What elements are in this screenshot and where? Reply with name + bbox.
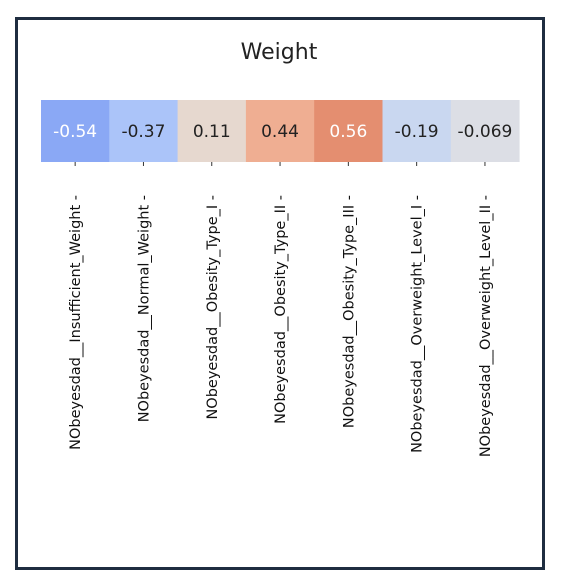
heatmap-cell [382, 100, 452, 162]
x-tick-label: NObeyesdad__Obesity_Type_II - [273, 195, 289, 424]
x-tick-label: NObeyesdad__Overweight_Level_I - [410, 195, 426, 453]
heatmap-cell [314, 100, 383, 162]
x-tick-label: NObeyesdad__Normal_Weight - [136, 195, 152, 422]
x-tick-label: NObeyesdad__Overweight_Level_II - [478, 195, 494, 457]
cell-value-label: -0.54 [53, 122, 97, 142]
x-tick-label: NObeyesdad__Insufficient_Weight - [68, 195, 84, 450]
chart-title: Weight [240, 40, 318, 65]
cell-value-label: -0.37 [121, 122, 165, 142]
heatmap-cell [450, 100, 520, 162]
cell-value-label: -0.19 [395, 122, 439, 142]
cell-value-label: 0.44 [261, 122, 299, 142]
cell-value-label: 0.11 [193, 122, 231, 142]
heatmap-cell [245, 100, 315, 162]
cell-value-label: 0.56 [329, 122, 367, 142]
x-tick-label: NObeyesdad__Obesity_Type_III - [341, 195, 357, 428]
heatmap-cell [177, 100, 247, 162]
cell-value-label: -0.069 [458, 122, 513, 142]
heatmap-cell [41, 100, 110, 162]
x-tick-label: NObeyesdad__Obesity_Type_I - [205, 195, 221, 420]
heatmap-cell [109, 100, 179, 162]
